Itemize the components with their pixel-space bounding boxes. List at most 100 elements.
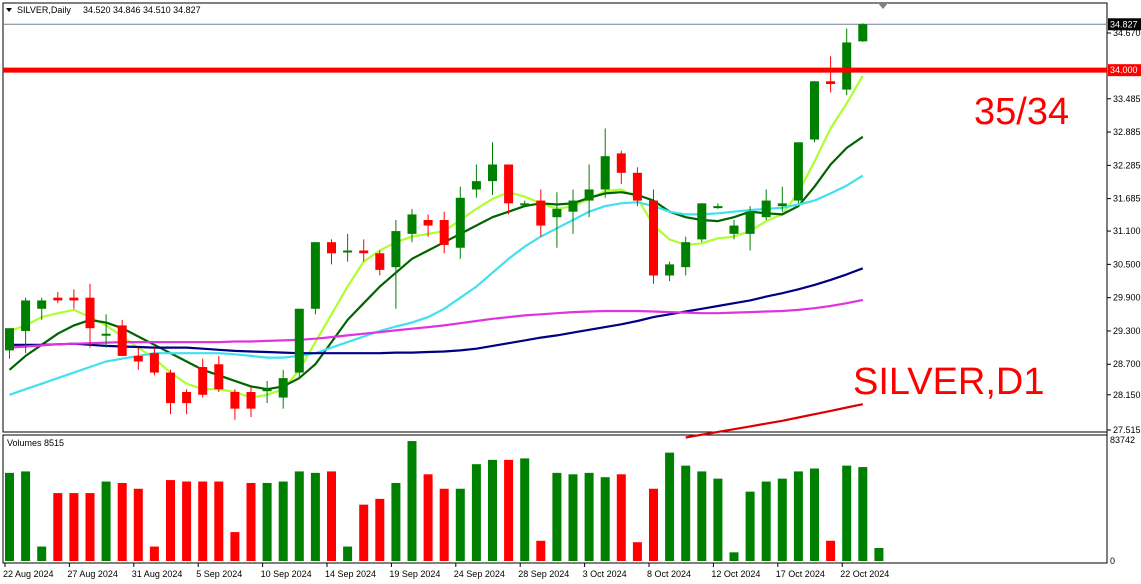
volume-bar xyxy=(327,471,336,561)
volume-bar xyxy=(246,482,256,561)
candle xyxy=(310,242,320,315)
current-price-box xyxy=(1108,18,1141,31)
candle-body xyxy=(600,156,610,190)
candle-body xyxy=(777,203,787,207)
candle xyxy=(649,189,658,284)
candle xyxy=(294,308,304,379)
price-tick-label: 30.500 xyxy=(1113,259,1141,269)
candle-body xyxy=(343,250,353,253)
volume-bar xyxy=(343,546,353,561)
candle-body xyxy=(117,325,127,356)
candle xyxy=(552,192,562,248)
candle-body xyxy=(520,203,530,206)
candle xyxy=(53,292,63,304)
volume-bar xyxy=(745,491,755,561)
volume-bar xyxy=(294,471,304,561)
volume-tick-label: 0 xyxy=(1110,556,1115,566)
price-tick-label: 29.300 xyxy=(1113,326,1141,336)
price-tick-label: 31.100 xyxy=(1113,226,1141,236)
volume-bar xyxy=(810,468,819,561)
candle-body xyxy=(214,364,224,390)
candle xyxy=(793,142,803,204)
volume-bar xyxy=(697,471,707,561)
volume-bar xyxy=(133,488,143,561)
volume-bar xyxy=(729,552,739,561)
volume-bar xyxy=(117,482,127,561)
candle-body xyxy=(69,297,79,301)
ma-line-lightgreen xyxy=(9,75,864,399)
candle-body xyxy=(53,297,63,301)
candle-body xyxy=(294,308,304,373)
symbol-label: SILVER,Daily xyxy=(17,5,71,15)
price-tick-label: 33.485 xyxy=(1113,94,1141,104)
candle-body xyxy=(810,81,819,140)
volume-bar xyxy=(568,474,578,561)
volume-bar xyxy=(149,546,159,561)
price-tick-label: 34.670 xyxy=(1113,28,1141,38)
volume-tick-label: 83742 xyxy=(1110,435,1135,445)
ohlc-label: 34.520 34.846 34.510 34.827 xyxy=(83,5,201,15)
volume-bar xyxy=(182,481,192,561)
volume-bar xyxy=(777,478,787,561)
candle xyxy=(391,219,401,309)
candle-body xyxy=(471,181,481,190)
volume-bar xyxy=(842,465,852,561)
volume-bar xyxy=(761,481,771,561)
candle xyxy=(584,164,594,218)
candle xyxy=(375,250,385,276)
price-tick-label: 31.685 xyxy=(1113,194,1141,204)
volume-bar xyxy=(69,493,79,561)
date-tick-label: 12 Oct 2024 xyxy=(711,569,760,579)
candle xyxy=(681,236,691,276)
candle-body xyxy=(745,211,755,234)
candle xyxy=(359,239,369,262)
ma-line-darkgreen xyxy=(8,135,864,391)
date-tick-label: 22 Oct 2024 xyxy=(840,569,889,579)
candle xyxy=(826,56,836,93)
ma-line-navy xyxy=(9,267,864,355)
volume-bar xyxy=(21,471,31,561)
date-tick-label: 19 Sep 2024 xyxy=(389,569,440,579)
ma-line-red xyxy=(685,403,864,439)
candle xyxy=(488,142,497,196)
volume-bar xyxy=(198,481,208,561)
volume-bar xyxy=(520,458,530,561)
candle xyxy=(729,219,739,240)
candle xyxy=(616,150,626,184)
dropdown-arrow-icon[interactable] xyxy=(6,8,12,12)
candle xyxy=(133,347,143,370)
date-tick-label: 14 Sep 2024 xyxy=(325,569,376,579)
candle xyxy=(117,319,127,356)
candle xyxy=(632,167,642,207)
candle-body xyxy=(133,355,143,362)
candle xyxy=(214,355,224,392)
candle-body xyxy=(536,200,546,226)
volume-bar xyxy=(37,546,47,561)
volume-bar xyxy=(649,488,658,561)
volume-bar xyxy=(858,467,868,561)
volume-bar xyxy=(439,488,449,561)
candle-body xyxy=(455,197,465,248)
candle-body xyxy=(568,200,578,212)
candle xyxy=(149,347,159,376)
date-tick-label: 28 Sep 2024 xyxy=(518,569,569,579)
date-tick-label: 10 Sep 2024 xyxy=(261,569,312,579)
volume-bar xyxy=(166,480,175,561)
candle-body xyxy=(21,300,31,331)
volume-bar xyxy=(262,482,272,561)
date-tick-label: 5 Sep 2024 xyxy=(196,569,242,579)
candle-body xyxy=(149,353,159,373)
chart-shift-icon[interactable] xyxy=(878,3,888,9)
candle-body xyxy=(826,81,836,85)
candle xyxy=(471,164,481,198)
price-tick-label: 29.900 xyxy=(1113,293,1141,303)
candle xyxy=(777,186,787,212)
candle-body xyxy=(761,200,771,218)
candle xyxy=(85,283,95,348)
volume-bar xyxy=(53,493,63,561)
volume-bar xyxy=(584,472,594,561)
candle xyxy=(858,23,868,42)
date-tick-label: 27 Aug 2024 xyxy=(67,569,118,579)
price-tick-label: 27.515 xyxy=(1113,425,1141,435)
moving-averages xyxy=(8,75,864,439)
